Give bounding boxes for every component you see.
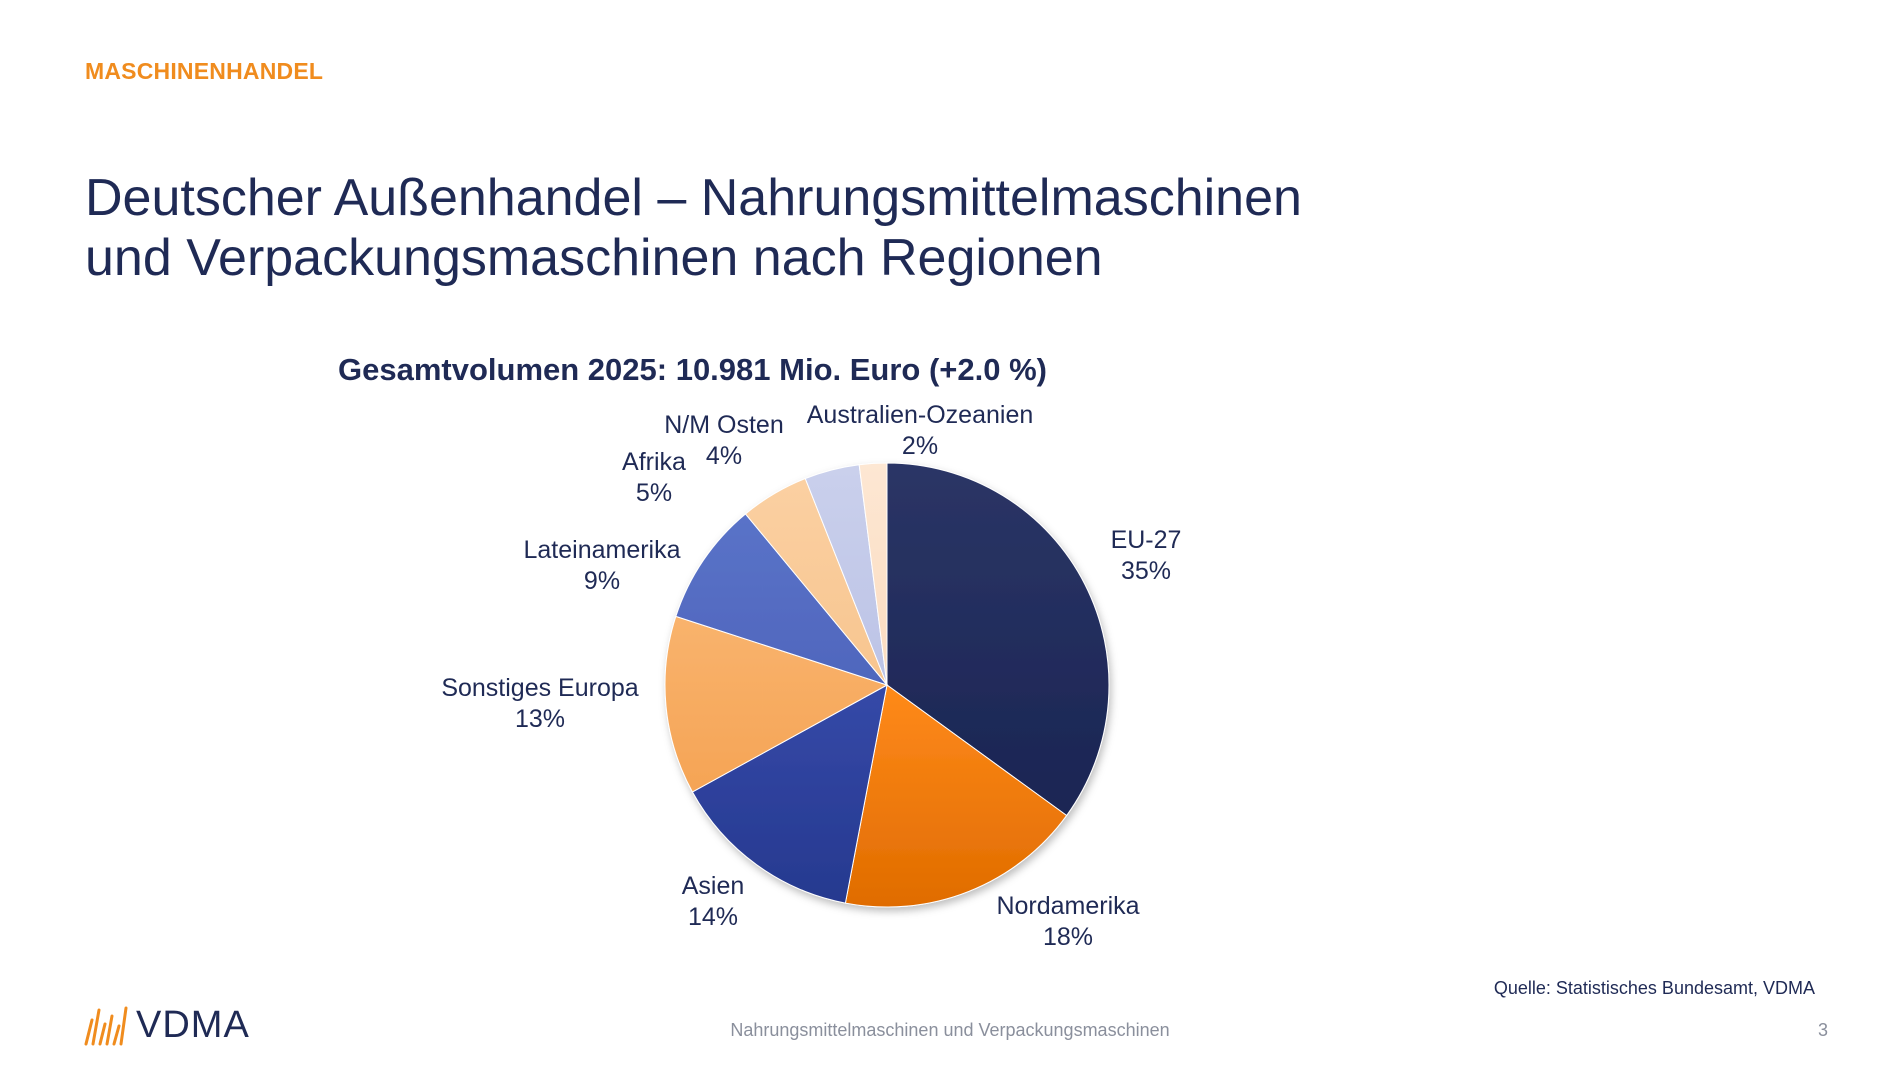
pie-label-value: 18%	[1043, 923, 1093, 951]
source-note: Quelle: Statistisches Bundesamt, VDMA	[1493, 978, 1815, 998]
pie-label-name: N/M Osten	[664, 411, 783, 439]
pie-label-nordamerika: Nordamerika 18%	[996, 892, 1139, 951]
chart-title: Gesamtvolumen 2025: 10.981 Mio. Euro (+2…	[338, 352, 1047, 387]
vdma-logo-icon	[84, 1006, 128, 1045]
pie-slice-asien	[691, 684, 888, 904]
pie-slice-eu-27	[886, 462, 1110, 817]
pie-label-value: 35%	[1121, 557, 1171, 585]
pie-label-n-m-osten: N/M Osten 4%	[664, 411, 783, 470]
pie-label-value: 5%	[636, 479, 672, 507]
pie-label-name: EU-27	[1111, 526, 1182, 554]
pie-label-sonstiges-europa: Sonstiges Europa 13%	[441, 674, 638, 733]
pie-label-value: 4%	[706, 442, 742, 470]
pie-label-value: 9%	[584, 567, 620, 595]
pie-slice-australien-ozeanien	[858, 462, 888, 686]
vdma-logo-text: VDMA	[136, 1004, 250, 1046]
page-title: Deutscher Außenhandel – Nahrungsmittelma…	[85, 168, 1585, 288]
pie-label-eu-27: EU-27 35%	[1111, 526, 1182, 585]
pie-slice-lateinamerika	[675, 513, 889, 687]
pie-label-afrika: Afrika 5%	[622, 448, 686, 507]
pie-label-name: Sonstiges Europa	[441, 674, 638, 702]
pie-slice-sonstiges-europa	[664, 615, 889, 793]
pie-label-asien: Asien 14%	[682, 872, 745, 931]
pie-label-lateinamerika: Lateinamerika 9%	[523, 536, 680, 595]
vdma-logo: VDMA	[82, 1004, 250, 1047]
page-number: 3	[1817, 1020, 1828, 1040]
pie-label-name: Asien	[682, 872, 745, 900]
pie-label-value: 13%	[515, 705, 565, 733]
page-title-line-2: und Verpackungsmaschinen nach Regionen	[85, 229, 1103, 287]
footer-text: Nahrungsmittelmaschinen und Verpackungsm…	[730, 1020, 1170, 1040]
pie-label-name: Australien-Ozeanien	[807, 401, 1034, 429]
page-title-line-1: Deutscher Außenhandel – Nahrungsmittelma…	[85, 169, 1302, 227]
pie-label-value: 14%	[688, 903, 738, 931]
pie-label-name: Nordamerika	[996, 892, 1139, 920]
pie-label-name: Afrika	[622, 448, 686, 476]
pie-label-name: Lateinamerika	[523, 536, 680, 564]
pie-label-australien-ozeanien: Australien-Ozeanien 2%	[807, 401, 1034, 460]
pie-label-value: 2%	[902, 432, 938, 460]
pie-slice-nordamerika	[844, 684, 1068, 908]
section-label: MASCHINENHANDEL	[85, 58, 324, 84]
